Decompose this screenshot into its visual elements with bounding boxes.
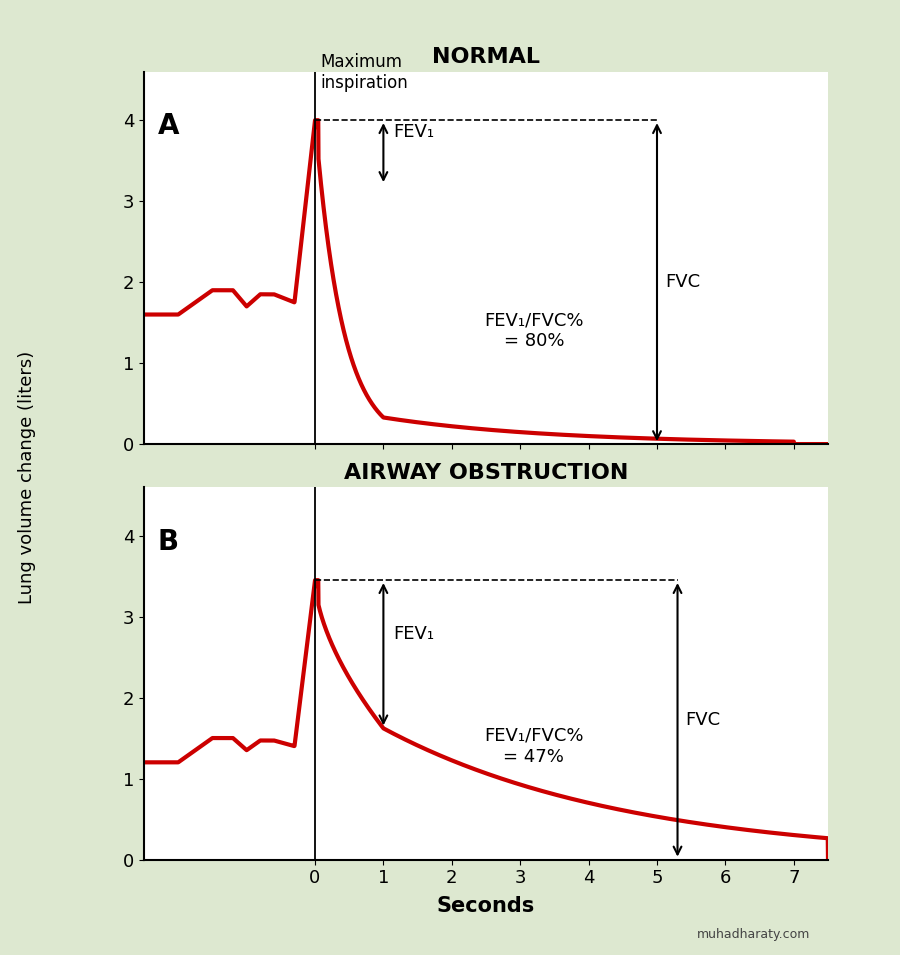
Text: FVC: FVC [665, 273, 700, 291]
Text: FVC: FVC [686, 711, 721, 729]
Text: muhadharaty.com: muhadharaty.com [697, 927, 810, 941]
Title: NORMAL: NORMAL [432, 48, 540, 67]
Title: AIRWAY OBSTRUCTION: AIRWAY OBSTRUCTION [344, 463, 628, 482]
Text: B: B [158, 527, 179, 556]
Text: FEV₁/FVC%
= 80%: FEV₁/FVC% = 80% [484, 311, 583, 350]
Text: Lung volume change (liters): Lung volume change (liters) [18, 350, 36, 605]
X-axis label: Seconds: Seconds [436, 896, 536, 916]
Text: FEV₁: FEV₁ [393, 625, 435, 643]
Text: A: A [158, 112, 179, 140]
Text: Maximum
inspiration: Maximum inspiration [320, 53, 409, 92]
Text: FEV₁/FVC%
= 47%: FEV₁/FVC% = 47% [484, 727, 583, 766]
Text: FEV₁: FEV₁ [393, 123, 435, 141]
